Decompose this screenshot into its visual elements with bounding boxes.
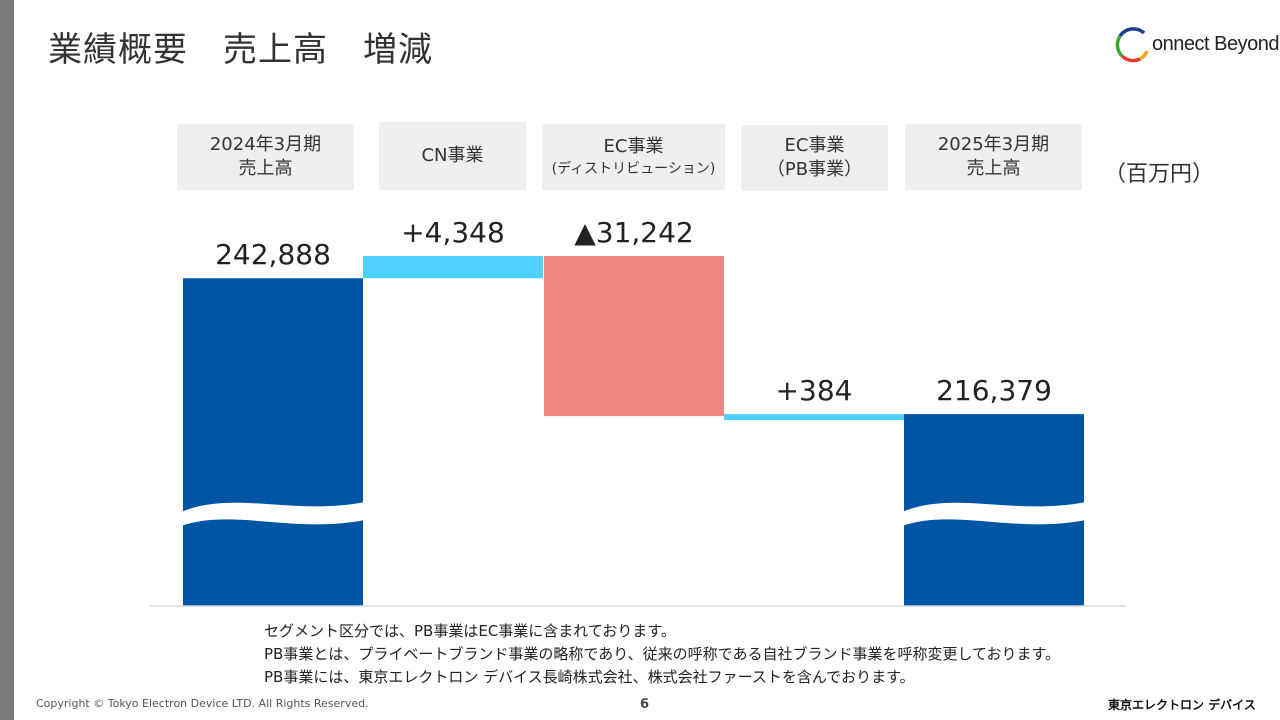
data-label: 216,379 <box>936 374 1052 408</box>
data-label: 242,888 <box>215 238 331 272</box>
footnote: セグメント区分では、PB事業はEC事業に含まれております。 <box>264 622 676 640</box>
data-label: +4,348 <box>401 216 505 249</box>
category-sublabel: (ディストリビューション) <box>551 161 716 177</box>
category-sublabel: 売上高 <box>238 158 293 179</box>
data-label: ▲31,242 <box>574 216 694 249</box>
category-box-ec-pb: EC事業 （PB事業） <box>741 125 888 191</box>
axis-break-wave <box>902 502 1086 526</box>
copyright: Copyright © Tokyo Electron Device LTD. A… <box>36 697 369 710</box>
category-box-cn: CN事業 <box>379 122 526 190</box>
category-box-ec-distribution: EC事業 (ディストリビューション) <box>542 124 725 190</box>
page-number: 6 <box>640 697 650 712</box>
category-label: EC事業 <box>603 136 664 157</box>
category-box-fy2024: 2024年3月期 売上高 <box>177 124 354 190</box>
category-label: 2025年3月期 <box>937 134 1050 155</box>
category-sublabel: （PB事業） <box>766 159 863 180</box>
unit-label: （百万円） <box>1104 162 1215 187</box>
logo-ring-icon <box>1115 27 1149 63</box>
footnote: PB事業とは、プライベートブランド事業の略称であり、従来の呼称である自社ブランド… <box>264 645 1061 663</box>
footnotes: セグメント区分では、PB事業はEC事業に含まれております。 PB事業とは、プライ… <box>264 620 1060 689</box>
footnote: PB事業には、東京エレクトロン デバイス長崎株式会社、株式会社ファーストを含んで… <box>264 668 915 686</box>
category-box-fy2025: 2025年3月期 売上高 <box>905 124 1082 190</box>
bar-increase <box>363 256 543 279</box>
connect-beyond-logo: onnect Beyond <box>1114 24 1279 64</box>
page-title: 業績概要 売上高 増減 <box>48 30 433 70</box>
data-label: +384 <box>775 374 853 408</box>
bar-increase <box>724 414 904 421</box>
footer-brand: 東京エレクトロン デバイス <box>1108 698 1256 712</box>
bar-decrease <box>544 256 724 417</box>
logo-text: onnect Beyond <box>1152 32 1279 55</box>
left-accent-bar <box>0 0 14 720</box>
category-label: EC事業 <box>784 135 845 156</box>
axis-break-wave <box>181 502 365 526</box>
bar-total <box>183 278 363 606</box>
category-label: 2024年3月期 <box>209 134 322 155</box>
category-label: CN事業 <box>421 145 484 166</box>
category-sublabel: 売上高 <box>966 158 1021 179</box>
